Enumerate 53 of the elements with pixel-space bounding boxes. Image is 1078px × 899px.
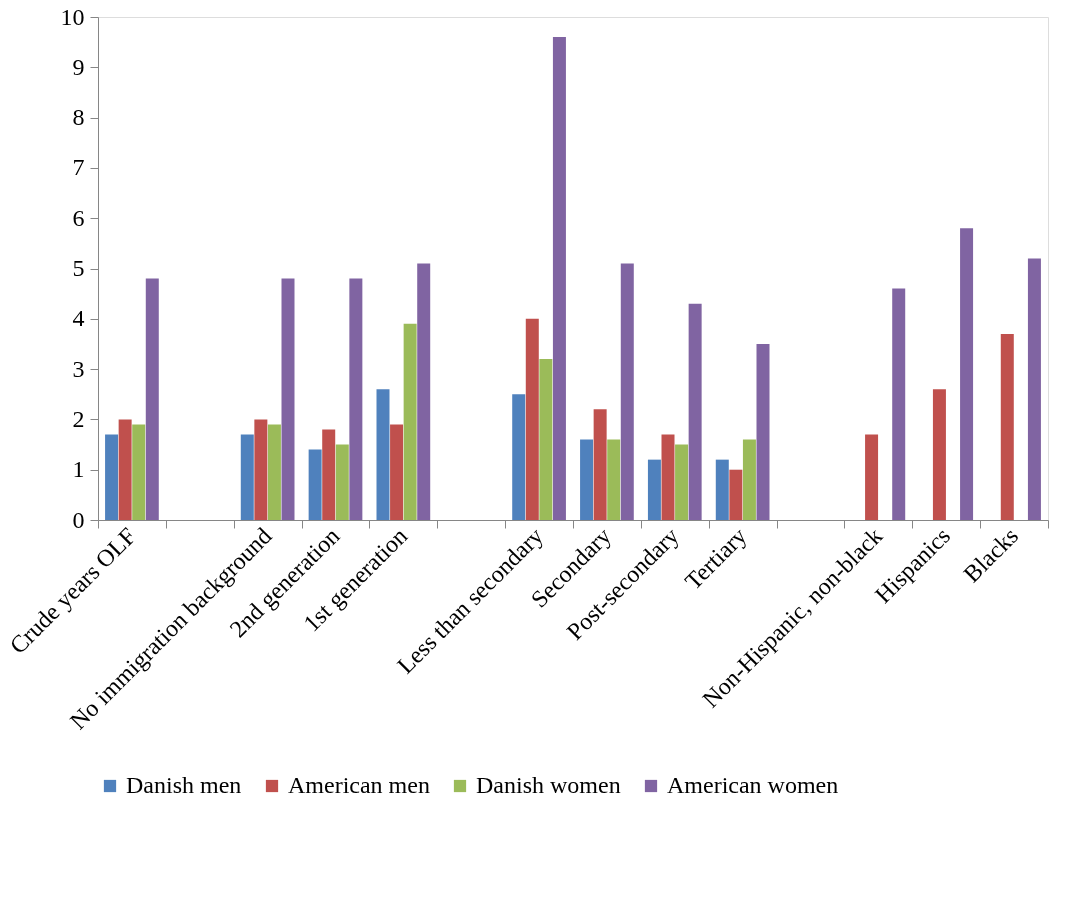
y-tick-label: 4 <box>72 305 85 332</box>
bar <box>335 444 349 520</box>
bar <box>349 278 363 520</box>
bar <box>118 419 132 520</box>
legend-label: American women <box>667 772 839 798</box>
legend-label: American men <box>288 772 430 798</box>
bar <box>865 434 879 520</box>
y-tick-label: 9 <box>72 53 85 80</box>
bar <box>403 323 417 520</box>
bar <box>756 343 770 520</box>
y-tick-label: 7 <box>72 154 85 181</box>
bar <box>688 303 702 520</box>
bar <box>240 434 254 520</box>
bar <box>552 37 566 520</box>
bar <box>729 469 743 520</box>
y-tick-label: 5 <box>72 255 85 281</box>
y-tick-label: 10 <box>60 3 85 30</box>
y-tick-label: 1 <box>72 456 85 483</box>
bar <box>322 429 336 520</box>
bar <box>132 424 146 520</box>
y-tick-label: 2 <box>72 405 85 432</box>
bar <box>580 439 594 520</box>
bar <box>525 318 539 520</box>
bar <box>675 444 689 520</box>
bar <box>512 394 526 520</box>
bar <box>892 288 906 520</box>
bar <box>539 359 553 520</box>
y-tick-label: 8 <box>72 104 85 131</box>
y-tick-label: 3 <box>72 355 85 382</box>
bar <box>281 278 295 520</box>
legend-label: Danish men <box>126 772 242 798</box>
bar <box>932 389 946 520</box>
bar <box>607 439 621 520</box>
bar <box>376 389 390 520</box>
bar <box>1000 333 1014 520</box>
bar <box>960 228 974 520</box>
bar <box>661 434 675 520</box>
bar <box>715 459 729 520</box>
bar <box>593 409 607 520</box>
bar <box>105 434 119 520</box>
bar <box>254 419 268 520</box>
bar <box>620 263 634 520</box>
bar <box>145 278 159 520</box>
bar <box>1027 258 1041 520</box>
bar <box>390 424 404 520</box>
y-tick-label: 6 <box>72 204 85 231</box>
bar <box>308 449 322 520</box>
bar <box>647 459 661 520</box>
legend-label: Danish women <box>476 772 621 798</box>
bar <box>417 263 431 520</box>
y-tick-label: 0 <box>72 506 85 533</box>
bar <box>742 439 756 520</box>
bar <box>267 424 281 520</box>
